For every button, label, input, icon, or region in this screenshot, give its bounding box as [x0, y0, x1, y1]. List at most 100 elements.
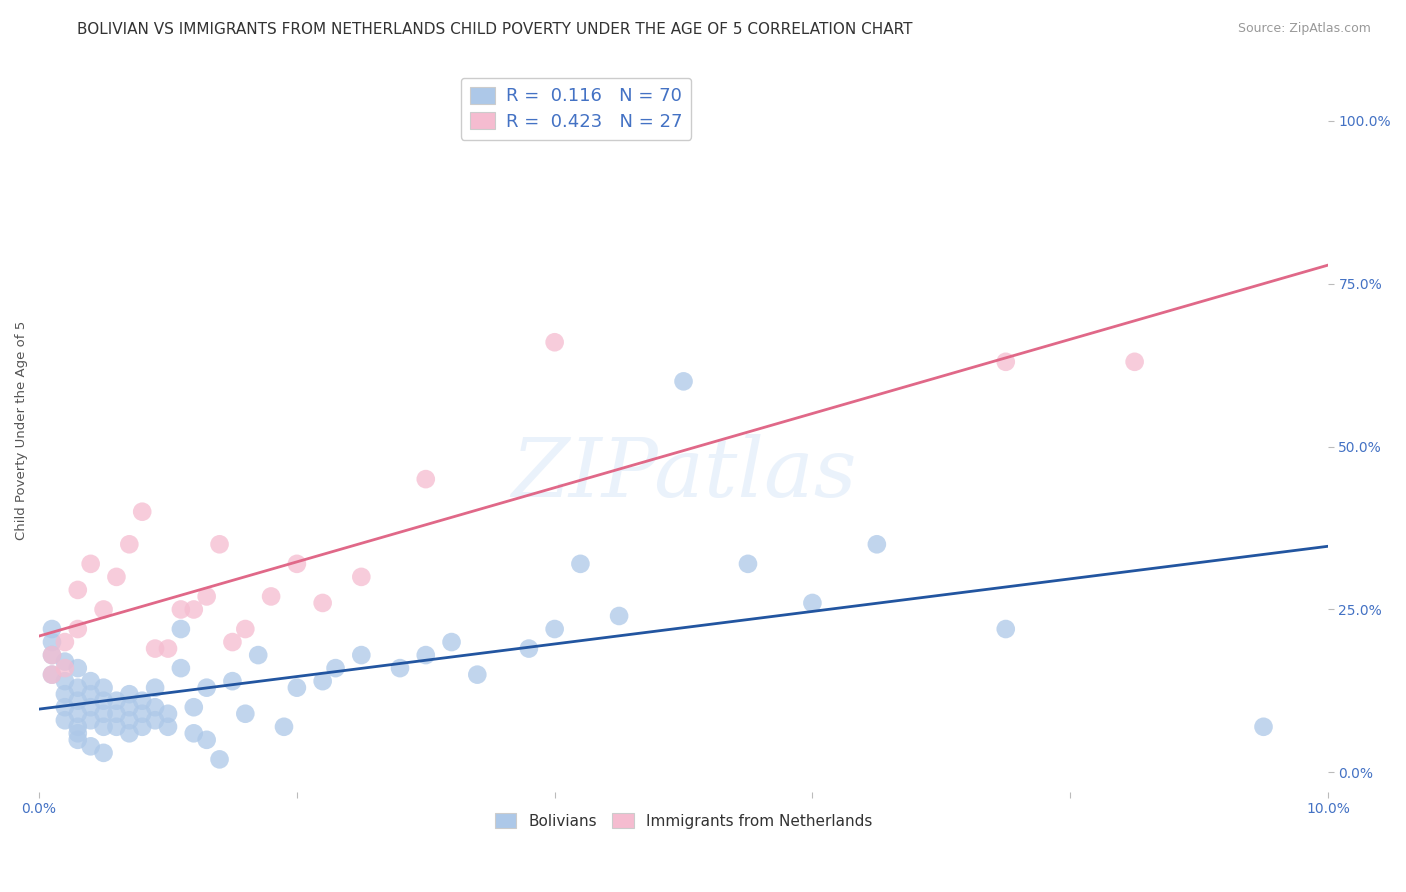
Point — [66, 732, 89, 747]
Point — [737, 557, 759, 571]
Point — [79, 700, 101, 714]
Y-axis label: Child Poverty Under the Age of 5: Child Poverty Under the Age of 5 — [15, 320, 28, 540]
Point — [221, 674, 243, 689]
Point — [131, 706, 153, 721]
Point — [66, 706, 89, 721]
Point — [994, 622, 1017, 636]
Point — [273, 720, 295, 734]
Point — [118, 713, 141, 727]
Text: ZIPatlas: ZIPatlas — [510, 434, 856, 514]
Point — [41, 635, 63, 649]
Point — [131, 694, 153, 708]
Point — [247, 648, 270, 662]
Point — [170, 622, 193, 636]
Point — [517, 641, 540, 656]
Point — [93, 602, 115, 616]
Point — [1253, 720, 1275, 734]
Point — [801, 596, 824, 610]
Point — [41, 648, 63, 662]
Point — [53, 674, 76, 689]
Point — [260, 590, 283, 604]
Point — [79, 739, 101, 754]
Point — [195, 590, 218, 604]
Point — [93, 681, 115, 695]
Text: BOLIVIAN VS IMMIGRANTS FROM NETHERLANDS CHILD POVERTY UNDER THE AGE OF 5 CORRELA: BOLIVIAN VS IMMIGRANTS FROM NETHERLANDS … — [77, 22, 912, 37]
Point — [325, 661, 347, 675]
Point — [41, 648, 63, 662]
Point — [66, 720, 89, 734]
Point — [195, 732, 218, 747]
Point — [66, 622, 89, 636]
Point — [143, 641, 166, 656]
Point — [93, 706, 115, 721]
Point — [170, 661, 193, 675]
Point — [105, 694, 128, 708]
Point — [53, 700, 76, 714]
Point — [183, 602, 205, 616]
Point — [131, 505, 153, 519]
Point — [53, 687, 76, 701]
Point — [156, 706, 179, 721]
Point — [866, 537, 889, 551]
Point — [415, 472, 437, 486]
Point — [233, 622, 256, 636]
Point — [79, 687, 101, 701]
Point — [79, 674, 101, 689]
Point — [569, 557, 592, 571]
Point — [53, 635, 76, 649]
Point — [53, 661, 76, 675]
Point — [143, 700, 166, 714]
Point — [41, 667, 63, 681]
Point — [208, 752, 231, 766]
Point — [105, 720, 128, 734]
Point — [543, 335, 565, 350]
Point — [156, 720, 179, 734]
Point — [66, 681, 89, 695]
Point — [118, 726, 141, 740]
Point — [221, 635, 243, 649]
Point — [93, 720, 115, 734]
Point — [53, 713, 76, 727]
Point — [79, 713, 101, 727]
Point — [66, 726, 89, 740]
Point — [93, 746, 115, 760]
Point — [131, 720, 153, 734]
Point — [350, 648, 373, 662]
Point — [66, 661, 89, 675]
Point — [143, 713, 166, 727]
Point — [1123, 355, 1146, 369]
Point — [311, 596, 333, 610]
Point — [994, 355, 1017, 369]
Point — [156, 641, 179, 656]
Point — [79, 557, 101, 571]
Point — [93, 694, 115, 708]
Point — [66, 582, 89, 597]
Point — [233, 706, 256, 721]
Point — [66, 694, 89, 708]
Point — [53, 655, 76, 669]
Point — [183, 700, 205, 714]
Point — [41, 667, 63, 681]
Point — [118, 687, 141, 701]
Point — [118, 700, 141, 714]
Point — [183, 726, 205, 740]
Point — [208, 537, 231, 551]
Legend: Bolivians, Immigrants from Netherlands: Bolivians, Immigrants from Netherlands — [489, 807, 879, 835]
Point — [285, 681, 308, 695]
Text: Source: ZipAtlas.com: Source: ZipAtlas.com — [1237, 22, 1371, 36]
Point — [388, 661, 411, 675]
Point — [415, 648, 437, 662]
Point — [195, 681, 218, 695]
Point — [465, 667, 488, 681]
Point — [543, 622, 565, 636]
Point — [105, 706, 128, 721]
Point — [285, 557, 308, 571]
Point — [105, 570, 128, 584]
Point — [170, 602, 193, 616]
Point — [607, 609, 630, 624]
Point — [672, 375, 695, 389]
Point — [143, 681, 166, 695]
Point — [41, 622, 63, 636]
Point — [311, 674, 333, 689]
Point — [440, 635, 463, 649]
